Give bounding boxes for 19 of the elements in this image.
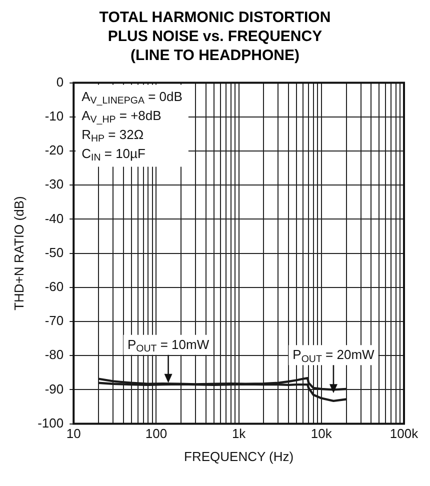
y-tick-label: -60 <box>44 278 64 294</box>
y-tick-label: -40 <box>44 210 64 226</box>
y-tick-label: -20 <box>44 142 64 158</box>
y-tick-label: 0 <box>56 74 64 90</box>
y-tick-label: -80 <box>44 347 64 362</box>
y-axis-title: THD+N RATIO (dB) <box>11 196 26 310</box>
y-tick-label: -70 <box>44 313 64 328</box>
x-tick-label: 100k <box>390 426 419 442</box>
x-tick-label: 10 <box>66 426 81 442</box>
y-tick-label: -100 <box>38 415 64 430</box>
y-tick-label: -10 <box>44 108 64 124</box>
x-tick-label: 10k <box>310 426 332 442</box>
y-tick-label: -50 <box>44 244 64 260</box>
x-tick-label: 100 <box>145 426 168 442</box>
y-tick-label: -30 <box>44 176 64 192</box>
chart-title: TOTAL HARMONIC DISTORTION PLUS NOISE vs. FREQUENCY (LINE TO HEADPHONE) <box>98 8 332 65</box>
x-tick-label: 1k <box>232 426 246 442</box>
y-tick-label: -90 <box>44 381 64 396</box>
x-axis-title: FREQUENCY (Hz) <box>184 448 294 464</box>
